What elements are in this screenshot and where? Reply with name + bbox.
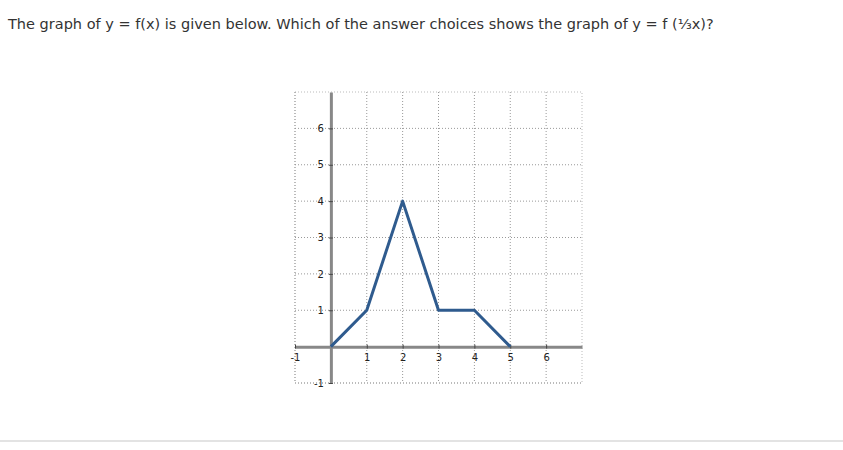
plot-frame	[295, 92, 582, 383]
x-tick-label: 3	[436, 352, 442, 363]
grid-line-y	[295, 383, 582, 384]
y-tick: 5	[318, 159, 333, 170]
y-tick-label: 1	[318, 305, 324, 316]
grid-line-x	[474, 92, 475, 383]
x-tick: 6	[543, 345, 549, 363]
chart: The graph of y = f(x) is given below. Wh…	[0, 0, 843, 450]
x-tick: 1	[364, 345, 370, 363]
grid-line-y	[295, 273, 582, 274]
grid-line-x	[510, 92, 511, 383]
y-tick: 1	[318, 305, 333, 316]
grid-line-x	[402, 92, 403, 383]
y-tick-label: -1	[314, 378, 324, 389]
x-tick-label: 6	[543, 352, 549, 363]
y-tick-mark	[329, 165, 333, 166]
y-tick-mark	[329, 201, 333, 202]
x-tick: 2	[400, 345, 406, 363]
grid-line-y	[295, 128, 582, 129]
y-tick-mark	[329, 383, 333, 384]
grid-line-x	[438, 92, 439, 383]
x-tick: 3	[436, 345, 442, 363]
y-tick: 4	[318, 196, 333, 207]
x-tick-label: 1	[364, 352, 370, 363]
x-tick-mark	[439, 345, 440, 349]
y-tick: 6	[318, 123, 333, 134]
grid-line-y	[295, 237, 582, 238]
y-tick-mark	[329, 310, 333, 311]
y-tick: 3	[318, 232, 333, 243]
y-tick: 2	[318, 269, 333, 280]
x-tick-mark	[546, 345, 547, 349]
x-tick-label: 2	[400, 352, 406, 363]
x-tick-label: 4	[472, 352, 478, 363]
title: The graph of y = f(x) is given below. Wh…	[7, 16, 714, 32]
separator	[0, 440, 843, 442]
y-tick-label: 2	[318, 269, 324, 280]
grid-line-y	[295, 164, 582, 165]
y-axis-line	[330, 93, 333, 384]
grid	[295, 92, 582, 383]
x-tick: 4	[472, 345, 478, 363]
x-tick: 5	[508, 345, 514, 363]
y-axis: -1 1 2 3 4 5 6	[314, 93, 333, 389]
x-tick: -1	[291, 345, 301, 363]
x-tick-label: -1	[291, 352, 301, 363]
y-tick-label: 4	[318, 196, 324, 207]
x-axis-line	[296, 346, 583, 349]
y-tick-mark	[329, 274, 333, 275]
y-tick-label: 6	[318, 123, 324, 134]
grid-line-y	[295, 201, 582, 202]
grid-line-x	[546, 92, 547, 383]
y-tick: -1	[314, 378, 333, 389]
x-tick-label: 5	[508, 352, 514, 363]
x-tick-mark	[295, 345, 296, 349]
y-tick-label: 3	[318, 232, 324, 243]
x-tick-mark	[367, 345, 368, 349]
function-line	[331, 201, 510, 347]
plot-area	[331, 201, 510, 347]
y-tick-mark	[329, 128, 333, 129]
y-tick-mark	[329, 238, 333, 239]
x-tick-mark	[474, 345, 475, 349]
x-tick-mark	[403, 345, 404, 349]
x-axis: -1 1 2 3 4 5 6	[291, 345, 583, 363]
y-tick-label: 5	[318, 159, 324, 170]
